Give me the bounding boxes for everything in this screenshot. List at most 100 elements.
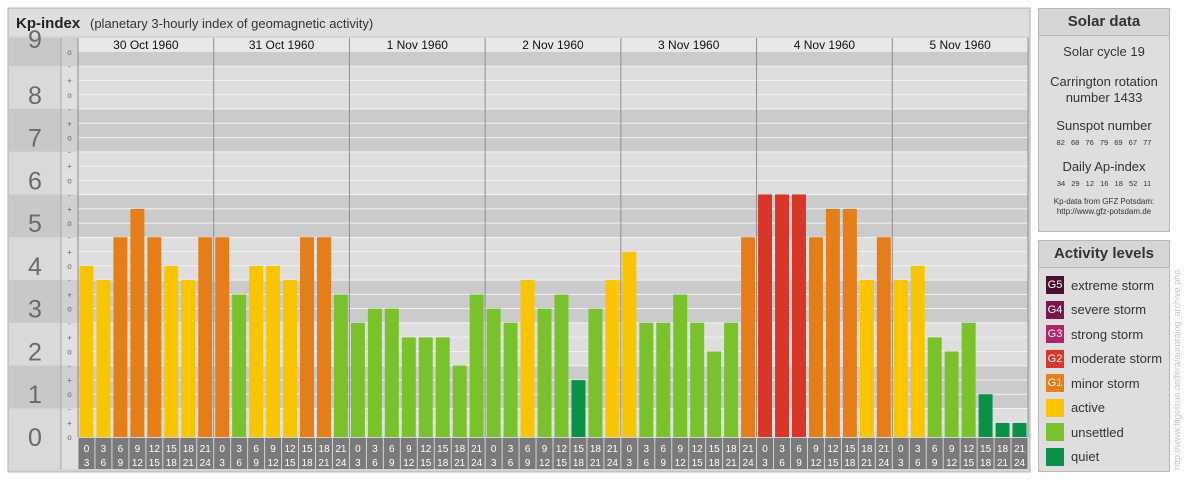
hour-cell — [587, 438, 604, 469]
hour-start-label: 0 — [219, 444, 225, 455]
day-label: 1 Nov 1960 — [387, 38, 449, 52]
hour-end-label: 6 — [236, 458, 242, 469]
day-label: 3 Nov 1960 — [658, 38, 720, 52]
hour-end-label: 9 — [932, 458, 938, 469]
legend-label: severe storm — [1071, 302, 1147, 318]
hour-start-label: 15 — [844, 444, 856, 455]
hour-end-label: 15 — [963, 458, 975, 469]
hour-cell — [214, 438, 231, 469]
sublevel-mark: - — [68, 319, 71, 328]
hour-start-label: 18 — [997, 444, 1009, 455]
legend-label: active — [1071, 400, 1105, 416]
kp-bar — [724, 322, 739, 437]
hour-cell — [180, 438, 197, 469]
kp-bar — [198, 237, 213, 437]
y-label-band-8 — [9, 66, 61, 109]
hour-start-label: 18 — [318, 444, 330, 455]
sublevel-mark: o — [67, 390, 72, 399]
hour-end-label: 24 — [607, 458, 619, 469]
hour-end-label: 24 — [200, 458, 212, 469]
kp-bar — [639, 322, 654, 437]
hour-start-label: 0 — [355, 444, 361, 455]
hour-cell — [638, 438, 655, 469]
legend-label: minor storm — [1071, 375, 1140, 391]
sublevel-mark: o — [67, 305, 72, 314]
hour-cell — [977, 438, 994, 469]
hour-end-label: 6 — [508, 458, 514, 469]
hour-start-label: 15 — [301, 444, 313, 455]
hour-start-label: 3 — [508, 444, 514, 455]
sublevel-mark: o — [67, 91, 72, 100]
hour-end-label: 21 — [318, 458, 330, 469]
hour-cell — [146, 438, 163, 469]
hour-end-label: 3 — [219, 458, 225, 469]
hour-end-label: 3 — [355, 458, 361, 469]
legend-swatch — [1046, 423, 1064, 442]
kp-bar — [486, 308, 501, 437]
hour-start-label: 3 — [779, 444, 785, 455]
chart-title: Kp-index — [16, 15, 81, 32]
kp-bar — [690, 322, 705, 437]
hour-start-label: 6 — [525, 444, 531, 455]
sublevel-band-0 — [61, 408, 78, 469]
sublevel-mark: - — [68, 233, 71, 242]
hour-start-label: 6 — [660, 444, 666, 455]
hour-start-label: 9 — [135, 444, 141, 455]
hour-cell — [248, 438, 265, 469]
hour-start-label: 6 — [796, 444, 802, 455]
hour-start-label: 21 — [335, 444, 347, 455]
hour-end-label: 15 — [284, 458, 296, 469]
hour-start-label: 18 — [590, 444, 602, 455]
legend-item: unsettled — [1039, 420, 1169, 445]
sublevel-band-8 — [61, 66, 78, 109]
y-tick-label: 2 — [28, 338, 42, 366]
hour-end-label: 12 — [403, 458, 415, 469]
day-header-band — [78, 38, 1028, 52]
hour-cell — [689, 438, 706, 469]
y-tick-label: 1 — [28, 381, 42, 409]
y-tick-label: 3 — [28, 296, 42, 324]
hour-cell — [841, 438, 858, 469]
hour-start-label: 0 — [84, 444, 90, 455]
plot-band-4 — [78, 237, 1028, 281]
kp-bar — [232, 294, 247, 437]
hour-end-label: 15 — [556, 458, 568, 469]
hour-cell — [875, 438, 892, 469]
hour-cell — [299, 438, 315, 469]
kp-bar — [537, 308, 552, 437]
day-label: 31 Oct 1960 — [249, 38, 315, 52]
sublevel-mark: - — [68, 105, 71, 114]
hour-cell — [129, 438, 146, 469]
hour-start-label: 3 — [915, 444, 921, 455]
sublevel-mark: o — [67, 219, 72, 228]
kp-bar — [452, 365, 467, 437]
hour-start-label: 3 — [372, 444, 378, 455]
plot-band-5 — [78, 194, 1028, 238]
hour-start-label: 21 — [471, 444, 483, 455]
hour-cell — [553, 438, 570, 469]
kp-bar — [130, 208, 145, 437]
hour-start-label: 9 — [542, 444, 548, 455]
sublevel-mark: + — [67, 333, 72, 342]
hour-cell — [502, 438, 519, 469]
hour-start-label: 12 — [692, 444, 704, 455]
hour-end-label: 9 — [660, 458, 666, 469]
hour-end-label: 18 — [573, 458, 585, 469]
legend-swatch: G2 — [1046, 349, 1064, 368]
hour-cell — [163, 438, 180, 469]
hour-start-label: 9 — [677, 444, 683, 455]
hour-end-label: 24 — [1014, 458, 1026, 469]
hour-cell — [807, 438, 824, 469]
hour-end-label: 9 — [118, 458, 124, 469]
hour-cell — [366, 438, 383, 469]
hour-cell — [621, 438, 638, 469]
sublevel-mark: + — [67, 419, 72, 428]
y-tick-label: 6 — [28, 167, 42, 195]
legend-item: G5 extreme storm — [1039, 273, 1169, 298]
ap-index-title: Daily Ap-index — [1062, 159, 1146, 174]
hour-end-label: 3 — [762, 458, 768, 469]
hour-start-label: 3 — [101, 444, 107, 455]
kp-bar — [554, 294, 569, 437]
kp-bar — [266, 265, 281, 437]
sunspot-values: 82 68 76 79 69 67 77 — [1056, 138, 1152, 147]
